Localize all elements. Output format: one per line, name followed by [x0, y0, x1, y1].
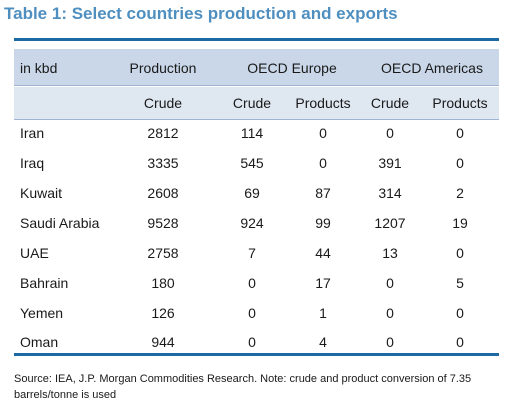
row-oecd-americas-products: 0	[456, 334, 464, 350]
row-production-crude: 2608	[147, 185, 179, 201]
row-oecd-americas-products: 0	[456, 245, 464, 261]
row-country: Oman	[20, 334, 59, 350]
row-oecd-americas-products: 0	[456, 125, 464, 141]
row-oecd-europe-products: 0	[319, 125, 327, 141]
row-oecd-americas-crude: 0	[386, 334, 394, 350]
table-row: Yemen 126 0 1 0 0	[14, 296, 499, 326]
table-title: Table 1: Select countries production and…	[4, 4, 398, 23]
row-production-crude: 180	[151, 275, 175, 291]
row-oecd-europe-products: 99	[315, 215, 331, 231]
subheader-oecd-europe-crude: Crude	[232, 95, 272, 111]
row-country: Iraq	[20, 155, 45, 171]
row-oecd-americas-crude: 1207	[374, 215, 406, 231]
header-oecd-europe: OECD Europe	[247, 60, 337, 76]
table-bottom-rule	[14, 353, 499, 356]
header-row-subcolumns: Crude Crude Products Crude Products	[14, 87, 499, 119]
header-production: Production	[129, 60, 197, 76]
table-row: Oman 944 0 4 0 0	[14, 325, 499, 355]
table-row: Bahrain 180 0 17 0 5	[14, 266, 499, 296]
subheader-oecd-europe-products: Products	[295, 95, 351, 111]
table-row: Kuwait 2608 69 87 314 2	[14, 176, 499, 206]
header-row-groups: in kbd Production OECD Europe OECD Ameri…	[14, 49, 499, 85]
row-oecd-americas-products: 0	[456, 155, 464, 171]
row-production-crude: 126	[151, 305, 175, 321]
row-oecd-europe-products: 17	[315, 275, 331, 291]
data-table: in kbd Production OECD Europe OECD Ameri…	[14, 38, 499, 357]
table-row: Saudi Arabia 9528 924 99 1207 19	[14, 206, 499, 236]
row-production-crude: 2812	[147, 125, 179, 141]
row-production-crude: 2758	[147, 245, 179, 261]
row-oecd-europe-products: 4	[319, 334, 327, 350]
row-production-crude: 9528	[147, 215, 179, 231]
row-oecd-europe-crude: 7	[248, 245, 256, 261]
subheader-oecd-americas-crude: Crude	[370, 95, 410, 111]
row-oecd-europe-products: 0	[319, 155, 327, 171]
row-country: Bahrain	[20, 275, 69, 291]
header-unit-label: in kbd	[20, 60, 58, 76]
row-oecd-europe-products: 87	[315, 185, 331, 201]
table-top-rule	[14, 38, 499, 41]
row-production-crude: 3335	[147, 155, 179, 171]
header-oecd-americas: OECD Americas	[381, 60, 483, 76]
row-oecd-americas-crude: 391	[378, 155, 402, 171]
row-oecd-americas-crude: 0	[386, 125, 394, 141]
header-bottom-rule	[14, 119, 499, 120]
row-country: Saudi Arabia	[20, 215, 100, 231]
row-oecd-europe-products: 44	[315, 245, 331, 261]
table-row: Iraq 3335 545 0 391 0	[14, 146, 499, 176]
row-oecd-americas-crude: 0	[386, 275, 394, 291]
row-oecd-europe-crude: 924	[240, 215, 264, 231]
header-divider	[14, 85, 499, 86]
row-country: UAE	[20, 245, 49, 261]
row-oecd-europe-crude: 0	[248, 305, 256, 321]
subheader-production-crude: Crude	[143, 95, 183, 111]
row-country: Kuwait	[20, 185, 63, 201]
row-country: Yemen	[20, 305, 64, 321]
row-oecd-americas-products: 2	[456, 185, 464, 201]
table-row: Iran 2812 114 0 0 0	[14, 116, 499, 146]
row-oecd-europe-crude: 545	[240, 155, 264, 171]
row-oecd-americas-crude: 13	[382, 245, 398, 261]
table-row: UAE 2758 7 44 13 0	[14, 236, 499, 266]
row-oecd-europe-crude: 114	[240, 125, 264, 141]
row-oecd-americas-products: 19	[452, 215, 468, 231]
row-production-crude: 944	[151, 334, 175, 350]
row-oecd-europe-products: 1	[319, 305, 327, 321]
row-oecd-americas-crude: 314	[378, 185, 402, 201]
row-country: Iran	[20, 125, 45, 141]
row-oecd-americas-products: 5	[456, 275, 464, 291]
row-oecd-europe-crude: 0	[248, 334, 256, 350]
source-note: Source: IEA, J.P. Morgan Commodities Res…	[14, 373, 472, 401]
subheader-oecd-americas-products: Products	[432, 95, 488, 111]
row-oecd-europe-crude: 0	[248, 275, 256, 291]
row-oecd-americas-products: 0	[456, 305, 464, 321]
row-oecd-europe-crude: 69	[244, 185, 260, 201]
row-oecd-americas-crude: 0	[386, 305, 394, 321]
